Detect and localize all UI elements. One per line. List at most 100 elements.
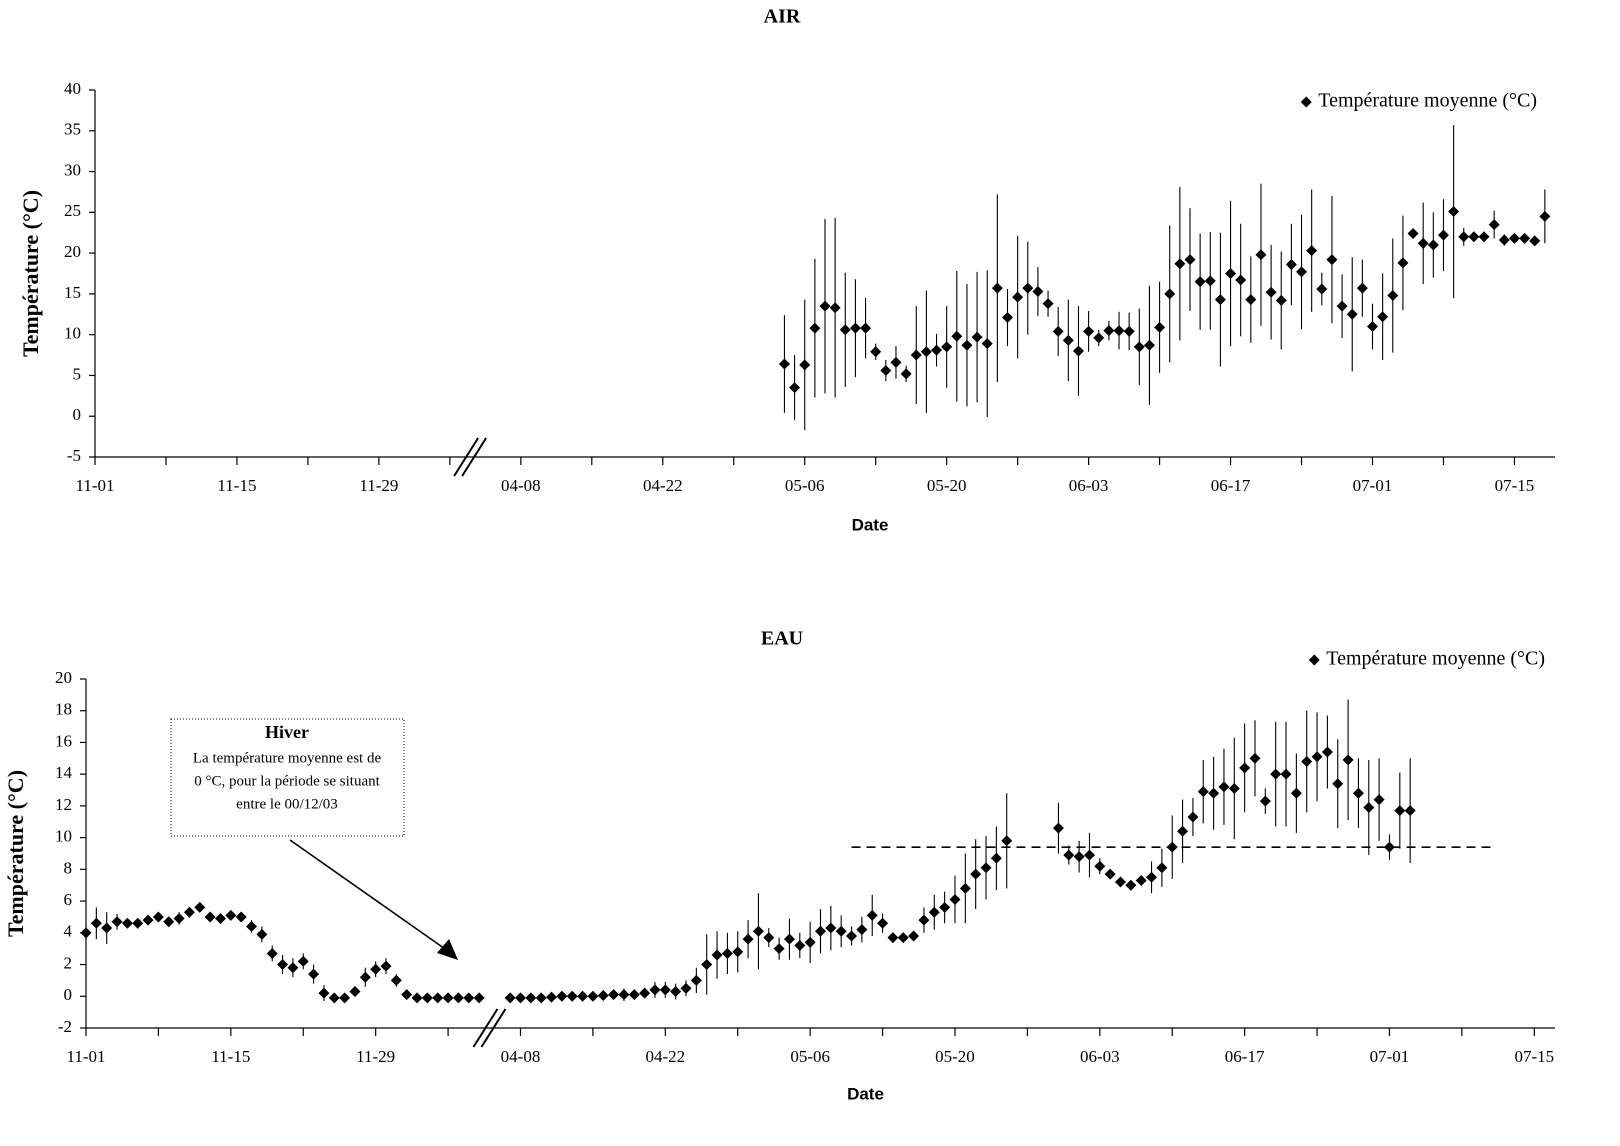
legend-marker	[1308, 654, 1320, 666]
data-point	[266, 947, 278, 959]
data-point	[1301, 755, 1313, 767]
data-point	[928, 906, 940, 918]
data-point	[789, 382, 801, 394]
data-point	[597, 989, 609, 1001]
data-point	[1197, 786, 1209, 798]
data-point	[980, 862, 992, 874]
data-point	[111, 916, 123, 928]
data-point	[1174, 258, 1186, 270]
data-point	[1383, 841, 1395, 853]
data-point	[173, 913, 185, 925]
data-point	[1125, 879, 1137, 891]
y-tick-label: 8	[64, 858, 73, 877]
y-tick-label: 0	[64, 985, 73, 1004]
data-point	[246, 920, 258, 932]
data-point	[1352, 787, 1364, 799]
data-point	[1104, 868, 1116, 880]
data-point	[1113, 325, 1125, 337]
axis-break	[453, 437, 479, 477]
data-point	[860, 322, 872, 334]
data-point	[910, 349, 922, 361]
data-point	[701, 959, 713, 971]
data-point	[1164, 288, 1176, 300]
data-point	[277, 959, 289, 971]
data-point	[835, 925, 847, 937]
data-point	[890, 356, 902, 368]
data-point	[763, 932, 775, 944]
data-point	[214, 913, 226, 925]
data-point	[1367, 321, 1378, 333]
x-tick-label: 11-15	[211, 1047, 250, 1066]
y-tick-label: -2	[58, 1017, 72, 1036]
data-point	[880, 365, 892, 377]
data-point	[256, 928, 268, 940]
data-point	[587, 990, 599, 1002]
data-point	[1094, 860, 1106, 872]
data-point	[1187, 811, 1199, 823]
data-point	[318, 987, 330, 999]
data-point	[1083, 325, 1095, 337]
data-point	[194, 901, 206, 913]
x-tick-label: 07-15	[1495, 476, 1535, 495]
data-point	[163, 916, 175, 928]
data-point	[778, 358, 790, 370]
data-point	[1156, 862, 1168, 874]
y-tick-label: 14	[55, 763, 73, 782]
data-point	[1508, 232, 1520, 244]
data-point	[1166, 841, 1178, 853]
data-point	[1539, 210, 1551, 222]
data-point	[918, 914, 930, 926]
y-tick-label: 20	[55, 668, 72, 687]
data-point	[401, 989, 413, 1001]
data-point	[1296, 266, 1308, 278]
data-point	[1194, 276, 1206, 288]
x-tick-label: 06-03	[1080, 1047, 1120, 1066]
data-point	[1249, 752, 1261, 764]
data-point	[504, 992, 516, 1004]
y-tick-label: 5	[73, 364, 82, 383]
data-point	[649, 984, 661, 996]
annotation-title: Hiver	[265, 722, 309, 742]
x-tick-label: 05-20	[935, 1047, 975, 1066]
data-point	[152, 911, 164, 923]
data-point	[1239, 762, 1251, 774]
data-point	[1208, 787, 1220, 799]
data-point	[390, 974, 402, 986]
data-point	[639, 987, 651, 999]
data-point	[349, 986, 361, 998]
data-point	[1342, 754, 1354, 766]
data-point	[1022, 282, 1034, 294]
data-point	[920, 346, 932, 358]
data-point	[142, 914, 154, 926]
data-point	[1394, 805, 1406, 817]
x-tick-label: 11-01	[66, 1047, 105, 1066]
data-point	[339, 992, 351, 1004]
data-point	[1093, 332, 1105, 344]
y-tick-label: 20	[64, 242, 81, 261]
data-point	[1529, 235, 1541, 247]
data-point	[1332, 778, 1344, 790]
data-point	[328, 992, 340, 1004]
data-point	[1245, 294, 1257, 306]
data-point	[1103, 325, 1115, 337]
data-point	[1346, 308, 1358, 320]
data-point	[1373, 794, 1385, 806]
data-point	[90, 917, 102, 929]
data-point	[1363, 801, 1375, 813]
data-point	[1177, 825, 1189, 837]
data-point	[825, 922, 837, 934]
data-point	[1387, 290, 1399, 302]
data-point	[1259, 795, 1271, 807]
annotation-text: 0 °C, pour la période se situant	[194, 773, 380, 789]
x-tick-label: 07-01	[1353, 476, 1393, 495]
data-point	[608, 989, 620, 1001]
data-point	[1204, 275, 1216, 287]
data-point	[463, 992, 475, 1004]
data-point	[618, 989, 630, 1001]
data-point	[121, 917, 133, 929]
x-tick-label: 07-15	[1514, 1047, 1554, 1066]
data-point	[1407, 228, 1419, 240]
data-point	[1458, 231, 1470, 243]
data-point	[752, 925, 764, 937]
